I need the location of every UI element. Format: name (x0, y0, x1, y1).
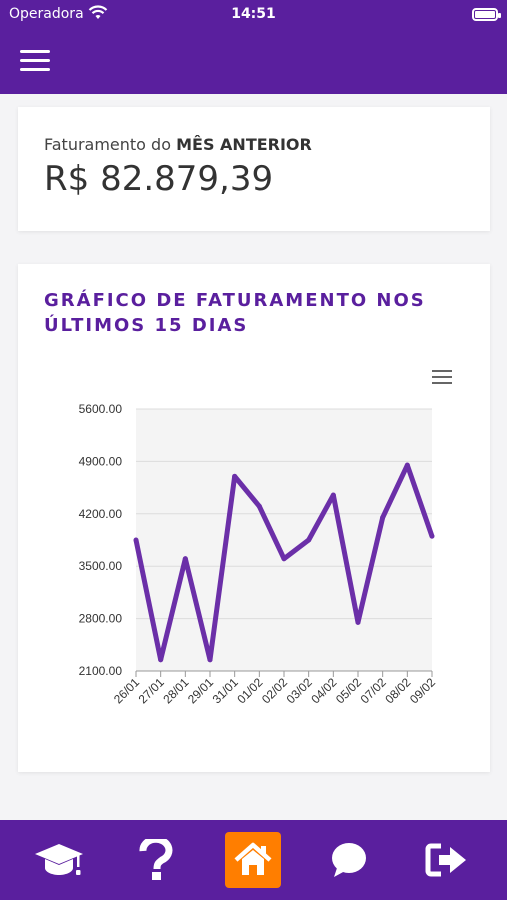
x-tick-label: 07/02 (358, 675, 389, 706)
clock: 14:51 (231, 6, 276, 22)
data-point (429, 533, 435, 539)
revenue-card: Faturamento do MÊS ANTERIOR R$ 82.879,39 (18, 107, 490, 231)
data-point (182, 556, 188, 562)
x-tick-label: 28/01 (160, 675, 191, 706)
chart-card: GRÁFICO DE FATURAMENTO NOS ÚLTIMOS 15 DI… (18, 264, 490, 772)
y-tick-label: 3500.00 (79, 559, 123, 573)
line-chart: 5600.00 4900.00 4200.00 3500.00 2800.00 2100.… (79, 402, 439, 706)
y-tick-label: 4900.00 (79, 454, 123, 468)
tab-home[interactable] (225, 832, 281, 888)
revenue-label-emphasis: MÊS ANTERIOR (176, 135, 312, 154)
x-tick-label: 05/02 (333, 675, 364, 706)
x-tick-label: 03/02 (284, 675, 315, 706)
data-point (207, 657, 213, 663)
data-point (404, 462, 410, 468)
y-tick-label: 2100.00 (79, 664, 123, 678)
question-mark-icon (139, 839, 173, 880)
hamburger-menu-icon[interactable] (20, 50, 50, 74)
logout-icon (425, 843, 466, 877)
home-icon (234, 842, 272, 875)
y-tick-label: 4200.00 (79, 507, 123, 521)
x-tick-label: 29/01 (185, 675, 216, 706)
bottom-tab-bar (0, 820, 507, 900)
chat-bubble-icon (332, 843, 366, 877)
tab-courses[interactable] (32, 832, 88, 888)
data-point (355, 619, 361, 625)
data-point (158, 657, 164, 663)
revenue-label-prefix: Faturamento do (44, 135, 171, 154)
chart-title: GRÁFICO DE FATURAMENTO NOS ÚLTIMOS 15 DI… (44, 290, 426, 336)
y-tick-label: 2800.00 (79, 612, 123, 626)
wifi-icon (88, 5, 108, 25)
x-tick-label: 08/02 (382, 675, 413, 706)
x-tick-label: 04/02 (308, 675, 339, 706)
data-point (380, 515, 386, 521)
revenue-value: R$ 82.879,39 (44, 159, 274, 199)
data-point (306, 537, 312, 543)
x-tick-label: 02/02 (259, 675, 290, 706)
data-point (281, 556, 287, 562)
status-bar: Operadora 14:51 (0, 0, 507, 30)
carrier-name: Operadora (9, 6, 84, 22)
battery-icon (472, 8, 501, 21)
revenue-label: Faturamento do MÊS ANTERIOR (44, 135, 312, 154)
data-point (256, 503, 262, 509)
x-tick-label: 27/01 (136, 675, 167, 706)
top-navbar (0, 30, 507, 94)
x-tick-label: 26/01 (111, 675, 142, 706)
x-tick-label: 01/02 (234, 675, 265, 706)
graduation-cap-icon (35, 844, 83, 875)
tab-logout[interactable] (419, 832, 475, 888)
x-tick-label: 31/01 (210, 675, 241, 706)
plot-area (136, 409, 432, 671)
data-point (330, 492, 336, 498)
y-tick-label: 5600.00 (79, 402, 123, 416)
chart-options-menu-icon[interactable] (432, 370, 452, 386)
data-point (232, 473, 238, 479)
data-point (133, 537, 139, 543)
tab-help[interactable] (128, 832, 184, 888)
tab-chat[interactable] (321, 832, 377, 888)
x-tick-label: 09/02 (407, 675, 438, 706)
